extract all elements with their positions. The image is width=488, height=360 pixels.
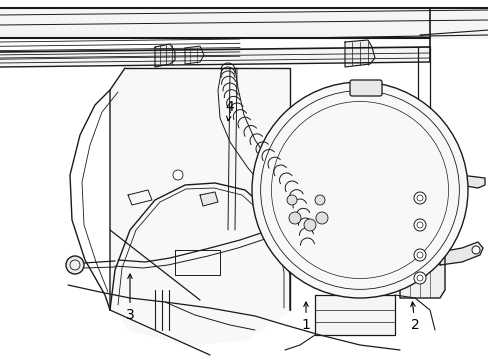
Circle shape: [173, 170, 183, 180]
Circle shape: [288, 212, 301, 224]
Polygon shape: [345, 40, 374, 67]
Circle shape: [413, 192, 425, 204]
Circle shape: [413, 219, 425, 231]
Circle shape: [413, 272, 425, 284]
Polygon shape: [439, 242, 482, 265]
FancyBboxPatch shape: [349, 80, 381, 96]
Text: 2: 2: [410, 302, 419, 332]
Polygon shape: [110, 68, 289, 345]
Polygon shape: [0, 8, 488, 38]
Polygon shape: [155, 44, 175, 67]
Circle shape: [413, 249, 425, 261]
Polygon shape: [334, 92, 389, 102]
Polygon shape: [285, 195, 329, 230]
Polygon shape: [314, 295, 394, 335]
Circle shape: [286, 195, 296, 205]
Polygon shape: [399, 175, 444, 298]
Polygon shape: [439, 175, 484, 188]
Circle shape: [471, 246, 479, 254]
Circle shape: [315, 212, 327, 224]
Text: 3: 3: [125, 274, 134, 322]
Circle shape: [304, 219, 315, 231]
Text: 4: 4: [225, 100, 234, 121]
Polygon shape: [339, 100, 384, 148]
Polygon shape: [200, 192, 218, 206]
Circle shape: [314, 195, 325, 205]
Polygon shape: [0, 47, 429, 67]
Circle shape: [66, 256, 84, 274]
Circle shape: [251, 82, 467, 298]
Text: 1: 1: [301, 302, 310, 332]
Polygon shape: [329, 148, 404, 215]
